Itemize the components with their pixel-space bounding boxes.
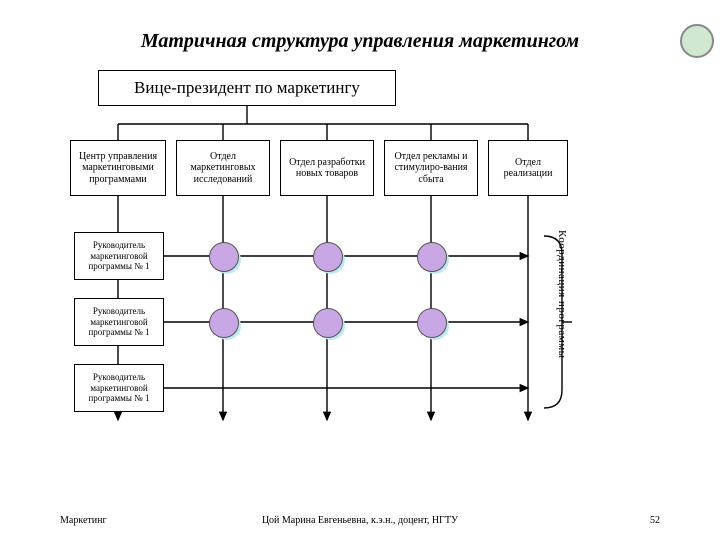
- footer-center: Цой Марина Евгеньевна, к.э.н., доцент, Н…: [0, 515, 720, 526]
- matrix-node: [417, 242, 445, 270]
- matrix-node: [209, 242, 237, 270]
- program-manager-box: Руководитель маркетинговой программы № 1: [74, 232, 164, 280]
- coordination-label: Координация программы: [556, 230, 568, 359]
- matrix-node: [313, 242, 341, 270]
- dept-box: Отдел маркетинговых исследований: [176, 140, 270, 196]
- dept-box: Центр управления маркетинговыми программ…: [70, 140, 166, 196]
- dept-box: Отдел разработки новых товаров: [280, 140, 374, 196]
- matrix-node: [417, 308, 445, 336]
- matrix-node: [313, 308, 341, 336]
- footer-right: 52: [650, 515, 660, 526]
- slide-title: Матричная структура управления маркетинг…: [0, 30, 720, 53]
- program-manager-box: Руководитель маркетинговой программы № 1: [74, 364, 164, 412]
- program-manager-box: Руководитель маркетинговой программы № 1: [74, 298, 164, 346]
- vp-box: Вице-президент по маркетингу: [98, 70, 396, 106]
- matrix-node: [209, 308, 237, 336]
- dept-box: Отдел реализации: [488, 140, 568, 196]
- dept-box: Отдел рекламы и стимулиро-вания сбыта: [384, 140, 478, 196]
